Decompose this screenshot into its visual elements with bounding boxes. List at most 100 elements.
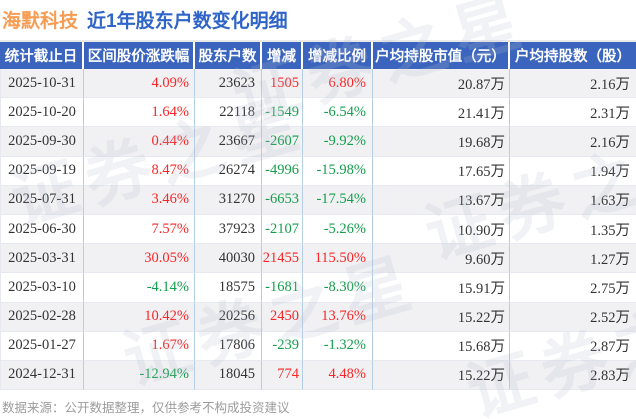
cell-avg-market-value: 10.90万 xyxy=(373,214,510,245)
cell-delta: 2450 xyxy=(262,302,303,332)
cell-avg-market-value: 15.68万 xyxy=(373,331,510,361)
cell-holders: 22118 xyxy=(195,98,262,128)
cell-holders: 26274 xyxy=(195,156,262,186)
cell-holders: 40030 xyxy=(195,244,262,274)
cell-delta: 1505 xyxy=(262,69,303,99)
cell-avg-market-value: 20.87万 xyxy=(373,69,510,99)
column-header: 股东户数 xyxy=(195,42,262,69)
cell-holders: 23623 xyxy=(195,69,262,99)
cell-change-pct: 10.42% xyxy=(84,302,195,332)
stock-name: 海默科技 xyxy=(2,11,79,32)
table-header-row: 统计截止日 区间股价涨跌幅 股东户数 增减 增减比例 户均持股市值（元） 户均持股数（股） xyxy=(0,40,636,69)
cell-delta-pct: -5.26% xyxy=(303,214,373,245)
table-row: 2025-06-30 7.57% 37923 -2107 -5.26% 10.90万 1.3… xyxy=(0,214,636,245)
table-row: 2024-12-31 -12.94% 18045 774 4.48% 15.22万 2.83… xyxy=(0,360,636,391)
cell-change-pct: 30.05% xyxy=(84,244,195,274)
column-header: 户均持股数（股） xyxy=(510,42,636,69)
column-header: 增减比例 xyxy=(303,42,373,69)
cell-holders: 23667 xyxy=(195,127,262,157)
cell-date: 2025-02-28 xyxy=(0,302,84,332)
cell-change-pct: -4.14% xyxy=(84,273,195,303)
cell-delta-pct: 6.80% xyxy=(303,69,373,99)
column-header: 增减 xyxy=(262,42,303,69)
cell-change-pct: 8.47% xyxy=(84,156,195,186)
cell-delta: -2607 xyxy=(262,127,303,157)
cell-delta: 21455 xyxy=(262,244,303,274)
cell-date: 2025-10-31 xyxy=(0,69,84,99)
cell-date: 2025-03-31 xyxy=(0,244,84,274)
column-header: 统计截止日 xyxy=(0,42,84,69)
cell-delta-pct: -8.30% xyxy=(303,273,373,303)
cell-avg-market-value: 17.65万 xyxy=(373,156,510,186)
cell-date: 2025-09-19 xyxy=(0,156,84,186)
cell-delta-pct: 4.48% xyxy=(303,360,373,391)
cell-avg-market-value: 15.22万 xyxy=(373,302,510,332)
shareholder-table: 统计截止日 区间股价涨跌幅 股东户数 增减 增减比例 户均持股市值（元） 户均持股数（股） … xyxy=(0,40,636,391)
cell-avg-shares: 2.16万 xyxy=(510,69,636,99)
cell-avg-shares: 1.35万 xyxy=(510,214,636,245)
cell-change-pct: -12.94% xyxy=(84,360,195,391)
data-source-note: 数据来源：公开数据整理，仅供参考不构成投资建议 xyxy=(2,401,290,415)
cell-avg-shares: 2.52万 xyxy=(510,302,636,332)
cell-change-pct: 0.44% xyxy=(84,127,195,157)
table-row: 2025-02-28 10.42% 20256 2450 13.76% 15.22万 2.5… xyxy=(0,302,636,332)
cell-date: 2025-03-10 xyxy=(0,273,84,303)
cell-date: 2025-10-20 xyxy=(0,98,84,128)
table-row: 2025-03-10 -4.14% 18575 -1681 -8.30% 15.91万 2.… xyxy=(0,273,636,303)
table-row: 2025-03-31 30.05% 40030 21455 115.50% 9.60万 1.… xyxy=(0,244,636,274)
cell-holders: 37923 xyxy=(195,214,262,245)
table-body: 2025-10-31 4.09% 23623 1505 6.80% 20.87万 2.16万… xyxy=(0,69,636,391)
cell-delta: -4996 xyxy=(262,156,303,186)
cell-holders: 20256 xyxy=(195,302,262,332)
cell-delta: 774 xyxy=(262,360,303,391)
table-row: 2025-09-19 8.47% 26274 -4996 -15.98% 17.65万 1.… xyxy=(0,156,636,186)
cell-avg-shares: 1.63万 xyxy=(510,185,636,215)
cell-delta: -239 xyxy=(262,331,303,361)
cell-avg-shares: 2.16万 xyxy=(510,127,636,157)
cell-delta: -1549 xyxy=(262,98,303,128)
cell-avg-market-value: 15.22万 xyxy=(373,360,510,391)
cell-avg-market-value: 19.68万 xyxy=(373,127,510,157)
cell-delta-pct: -6.54% xyxy=(303,98,373,128)
cell-avg-market-value: 21.41万 xyxy=(373,98,510,128)
cell-date: 2025-06-30 xyxy=(0,214,84,245)
cell-avg-market-value: 9.60万 xyxy=(373,244,510,274)
cell-avg-shares: 1.27万 xyxy=(510,244,636,274)
cell-change-pct: 1.67% xyxy=(84,331,195,361)
cell-holders: 31270 xyxy=(195,185,262,215)
table-row: 2025-10-20 1.64% 22118 -1549 -6.54% 21.41万 2.3… xyxy=(0,98,636,128)
table-row: 2025-07-31 3.46% 31270 -6653 -17.54% 13.67万 1.… xyxy=(0,185,636,215)
cell-date: 2025-01-27 xyxy=(0,331,84,361)
column-header: 区间股价涨跌幅 xyxy=(84,42,195,69)
column-header: 户均持股市值（元） xyxy=(373,42,510,69)
cell-avg-shares: 2.75万 xyxy=(510,273,636,303)
cell-delta: -2107 xyxy=(262,214,303,245)
cell-date: 2025-07-31 xyxy=(0,185,84,215)
table-row: 2025-09-30 0.44% 23667 -2607 -9.92% 19.68万 2.1… xyxy=(0,127,636,157)
cell-avg-shares: 2.87万 xyxy=(510,331,636,361)
cell-date: 2024-12-31 xyxy=(0,360,84,391)
cell-avg-market-value: 15.91万 xyxy=(373,273,510,303)
cell-holders: 18575 xyxy=(195,273,262,303)
report-subtitle: 近1年股东户数变化明细 xyxy=(87,11,288,32)
cell-delta: -6653 xyxy=(262,185,303,215)
cell-delta-pct: 115.50% xyxy=(303,244,373,274)
cell-avg-shares: 2.83万 xyxy=(510,360,636,391)
cell-delta: -1681 xyxy=(262,273,303,303)
cell-date: 2025-09-30 xyxy=(0,127,84,157)
cell-delta-pct: -17.54% xyxy=(303,185,373,215)
cell-avg-shares: 1.94万 xyxy=(510,156,636,186)
cell-delta-pct: -9.92% xyxy=(303,127,373,157)
table-row: 2025-01-27 1.67% 17806 -239 -1.32% 15.68万 2.87… xyxy=(0,331,636,361)
cell-change-pct: 7.57% xyxy=(84,214,195,245)
cell-change-pct: 4.09% xyxy=(84,69,195,99)
table-row: 2025-10-31 4.09% 23623 1505 6.80% 20.87万 2.16万 xyxy=(0,69,636,99)
cell-holders: 18045 xyxy=(195,360,262,391)
cell-change-pct: 3.46% xyxy=(84,185,195,215)
cell-holders: 17806 xyxy=(195,331,262,361)
cell-change-pct: 1.64% xyxy=(84,98,195,128)
cell-avg-market-value: 13.67万 xyxy=(373,185,510,215)
cell-delta-pct: 13.76% xyxy=(303,302,373,332)
cell-delta-pct: -1.32% xyxy=(303,331,373,361)
